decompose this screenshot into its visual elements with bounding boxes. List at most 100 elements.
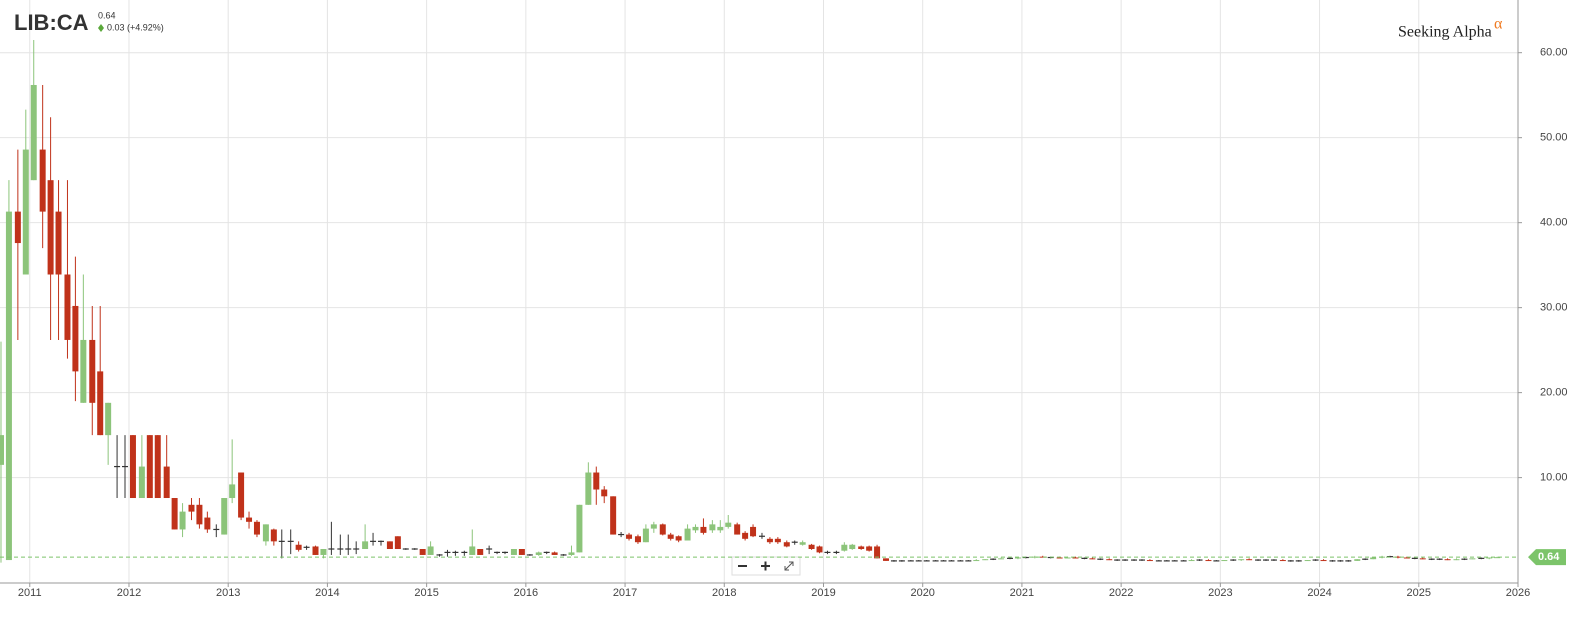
candle-body	[146, 435, 153, 499]
candle-body	[89, 339, 96, 403]
candle-body	[5, 211, 12, 561]
candle-body	[1419, 558, 1426, 560]
x-tick-label: 2012	[117, 587, 141, 599]
candle-body	[80, 339, 87, 403]
candle-body	[64, 274, 71, 340]
candle-body	[709, 524, 716, 531]
x-tick-label: 2021	[1010, 587, 1034, 599]
candle-body	[858, 546, 865, 550]
candle-body	[783, 542, 790, 547]
candle-body	[1394, 556, 1401, 558]
x-tick-label: 2011	[18, 587, 42, 599]
candle-body	[675, 536, 682, 541]
y-tick-label: 40.00	[1540, 217, 1568, 229]
candle-body	[1205, 560, 1212, 562]
candle-body	[171, 498, 178, 530]
last-price-tag	[1528, 549, 1566, 566]
candle-body	[1469, 558, 1476, 560]
candle-body	[650, 524, 657, 529]
candle-body	[642, 528, 649, 543]
candle-body	[138, 466, 145, 499]
x-tick-label: 2014	[315, 587, 339, 599]
candle-body	[1444, 559, 1451, 561]
candle-body	[105, 402, 112, 436]
candle-body	[799, 542, 806, 545]
candles	[0, 39, 1501, 563]
y-tick-label: 50.00	[1540, 132, 1568, 144]
x-tick-label: 2025	[1407, 587, 1431, 599]
candle-body	[39, 149, 46, 212]
candle-body	[229, 484, 236, 499]
candle-body	[717, 526, 724, 531]
candle-body	[535, 552, 542, 555]
candle-body	[766, 538, 773, 543]
candle-body	[163, 466, 170, 499]
candle-body	[634, 536, 641, 543]
candle-body	[659, 524, 666, 535]
candle-body	[386, 541, 393, 550]
candle-body	[874, 546, 881, 559]
candle-body	[154, 435, 161, 499]
candle-body	[866, 546, 873, 551]
zoom-in-button[interactable]	[756, 558, 776, 574]
candle-body	[774, 538, 781, 543]
candle-body	[1146, 560, 1153, 562]
candle-body	[667, 534, 674, 539]
y-tick-label: 20.00	[1540, 387, 1568, 399]
candle-body	[1064, 557, 1071, 559]
candle-body	[1453, 559, 1460, 561]
candle-body	[179, 511, 186, 530]
candle-body	[1403, 557, 1410, 559]
candle-body	[734, 524, 741, 535]
candle-body	[1304, 560, 1311, 562]
candle-body	[1486, 557, 1493, 559]
candle-body	[750, 526, 757, 537]
up-icon	[98, 24, 104, 32]
candle-body	[841, 544, 848, 551]
candle-body	[14, 211, 21, 244]
x-tick-label: 2024	[1307, 587, 1331, 599]
candle-body	[477, 549, 484, 555]
y-tick-label: 60.00	[1540, 47, 1568, 59]
candle-body	[246, 517, 253, 522]
candle-body	[576, 504, 583, 553]
x-tick-label: 2023	[1208, 587, 1232, 599]
candle-body	[1056, 557, 1063, 559]
candle-body	[742, 532, 749, 539]
candle-body	[692, 526, 699, 531]
candle-body	[394, 536, 401, 550]
x-tick-label: 2015	[414, 587, 438, 599]
candle-body	[684, 528, 691, 541]
last-price-label: 0.64	[1538, 551, 1560, 563]
candle-body	[700, 526, 707, 533]
x-tick-label: 2020	[910, 587, 934, 599]
candle-body	[982, 559, 989, 561]
zoom-out-button[interactable]	[733, 558, 753, 574]
x-tick-label: 2026	[1506, 587, 1530, 599]
grid	[0, 0, 1519, 583]
candle-body	[1014, 557, 1021, 559]
candle-body	[1031, 556, 1038, 558]
header-price: 0.64	[98, 10, 116, 20]
candle-body	[1370, 557, 1377, 560]
header-change: 0.03 (+4.92%)	[107, 22, 164, 32]
zoom-controls	[731, 556, 801, 576]
candle-body	[1320, 560, 1327, 562]
candle-body	[1246, 559, 1253, 561]
x-tick-label: 2017	[613, 587, 637, 599]
candle-body	[725, 522, 732, 527]
candle-body	[295, 544, 302, 550]
candle-body	[196, 504, 203, 525]
candle-body	[1089, 558, 1096, 560]
candle-body	[129, 435, 136, 499]
candle-body	[1039, 556, 1046, 558]
candle-body	[610, 496, 617, 535]
candle-body	[816, 546, 823, 553]
candle-body	[320, 549, 327, 555]
reset-button[interactable]	[779, 558, 799, 574]
candle-body	[419, 549, 426, 555]
x-tick-label: 2013	[216, 587, 240, 599]
candle-body	[1279, 560, 1286, 562]
candle-body	[551, 552, 558, 555]
candle-body	[221, 498, 228, 535]
